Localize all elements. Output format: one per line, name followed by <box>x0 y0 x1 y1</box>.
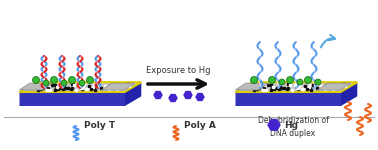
FancyArrowPatch shape <box>321 35 335 47</box>
Text: Hg: Hg <box>284 120 298 129</box>
Polygon shape <box>235 92 341 106</box>
Circle shape <box>268 76 276 84</box>
Polygon shape <box>235 83 269 90</box>
Circle shape <box>33 76 39 84</box>
Text: Exposure to Hg: Exposure to Hg <box>146 66 210 75</box>
Polygon shape <box>20 82 141 92</box>
Circle shape <box>68 76 76 84</box>
Polygon shape <box>341 82 357 106</box>
Circle shape <box>61 80 67 86</box>
Circle shape <box>305 76 311 84</box>
Circle shape <box>279 79 285 85</box>
Polygon shape <box>20 96 141 106</box>
Circle shape <box>79 80 85 86</box>
Circle shape <box>287 76 293 84</box>
Polygon shape <box>318 83 350 90</box>
Polygon shape <box>20 92 124 106</box>
Text: Dehybridization of
DNA duplex: Dehybridization of DNA duplex <box>257 116 328 138</box>
Polygon shape <box>20 82 36 106</box>
Circle shape <box>251 76 257 84</box>
Circle shape <box>51 76 57 84</box>
Polygon shape <box>235 82 252 106</box>
Polygon shape <box>20 83 53 90</box>
Polygon shape <box>124 82 141 106</box>
Text: Poly A: Poly A <box>184 120 216 129</box>
Circle shape <box>43 80 49 86</box>
Circle shape <box>297 79 303 85</box>
Text: Poly T: Poly T <box>84 120 115 129</box>
Polygon shape <box>101 83 135 90</box>
Circle shape <box>315 79 321 85</box>
Circle shape <box>87 76 93 84</box>
Polygon shape <box>235 96 357 106</box>
Polygon shape <box>235 82 357 92</box>
